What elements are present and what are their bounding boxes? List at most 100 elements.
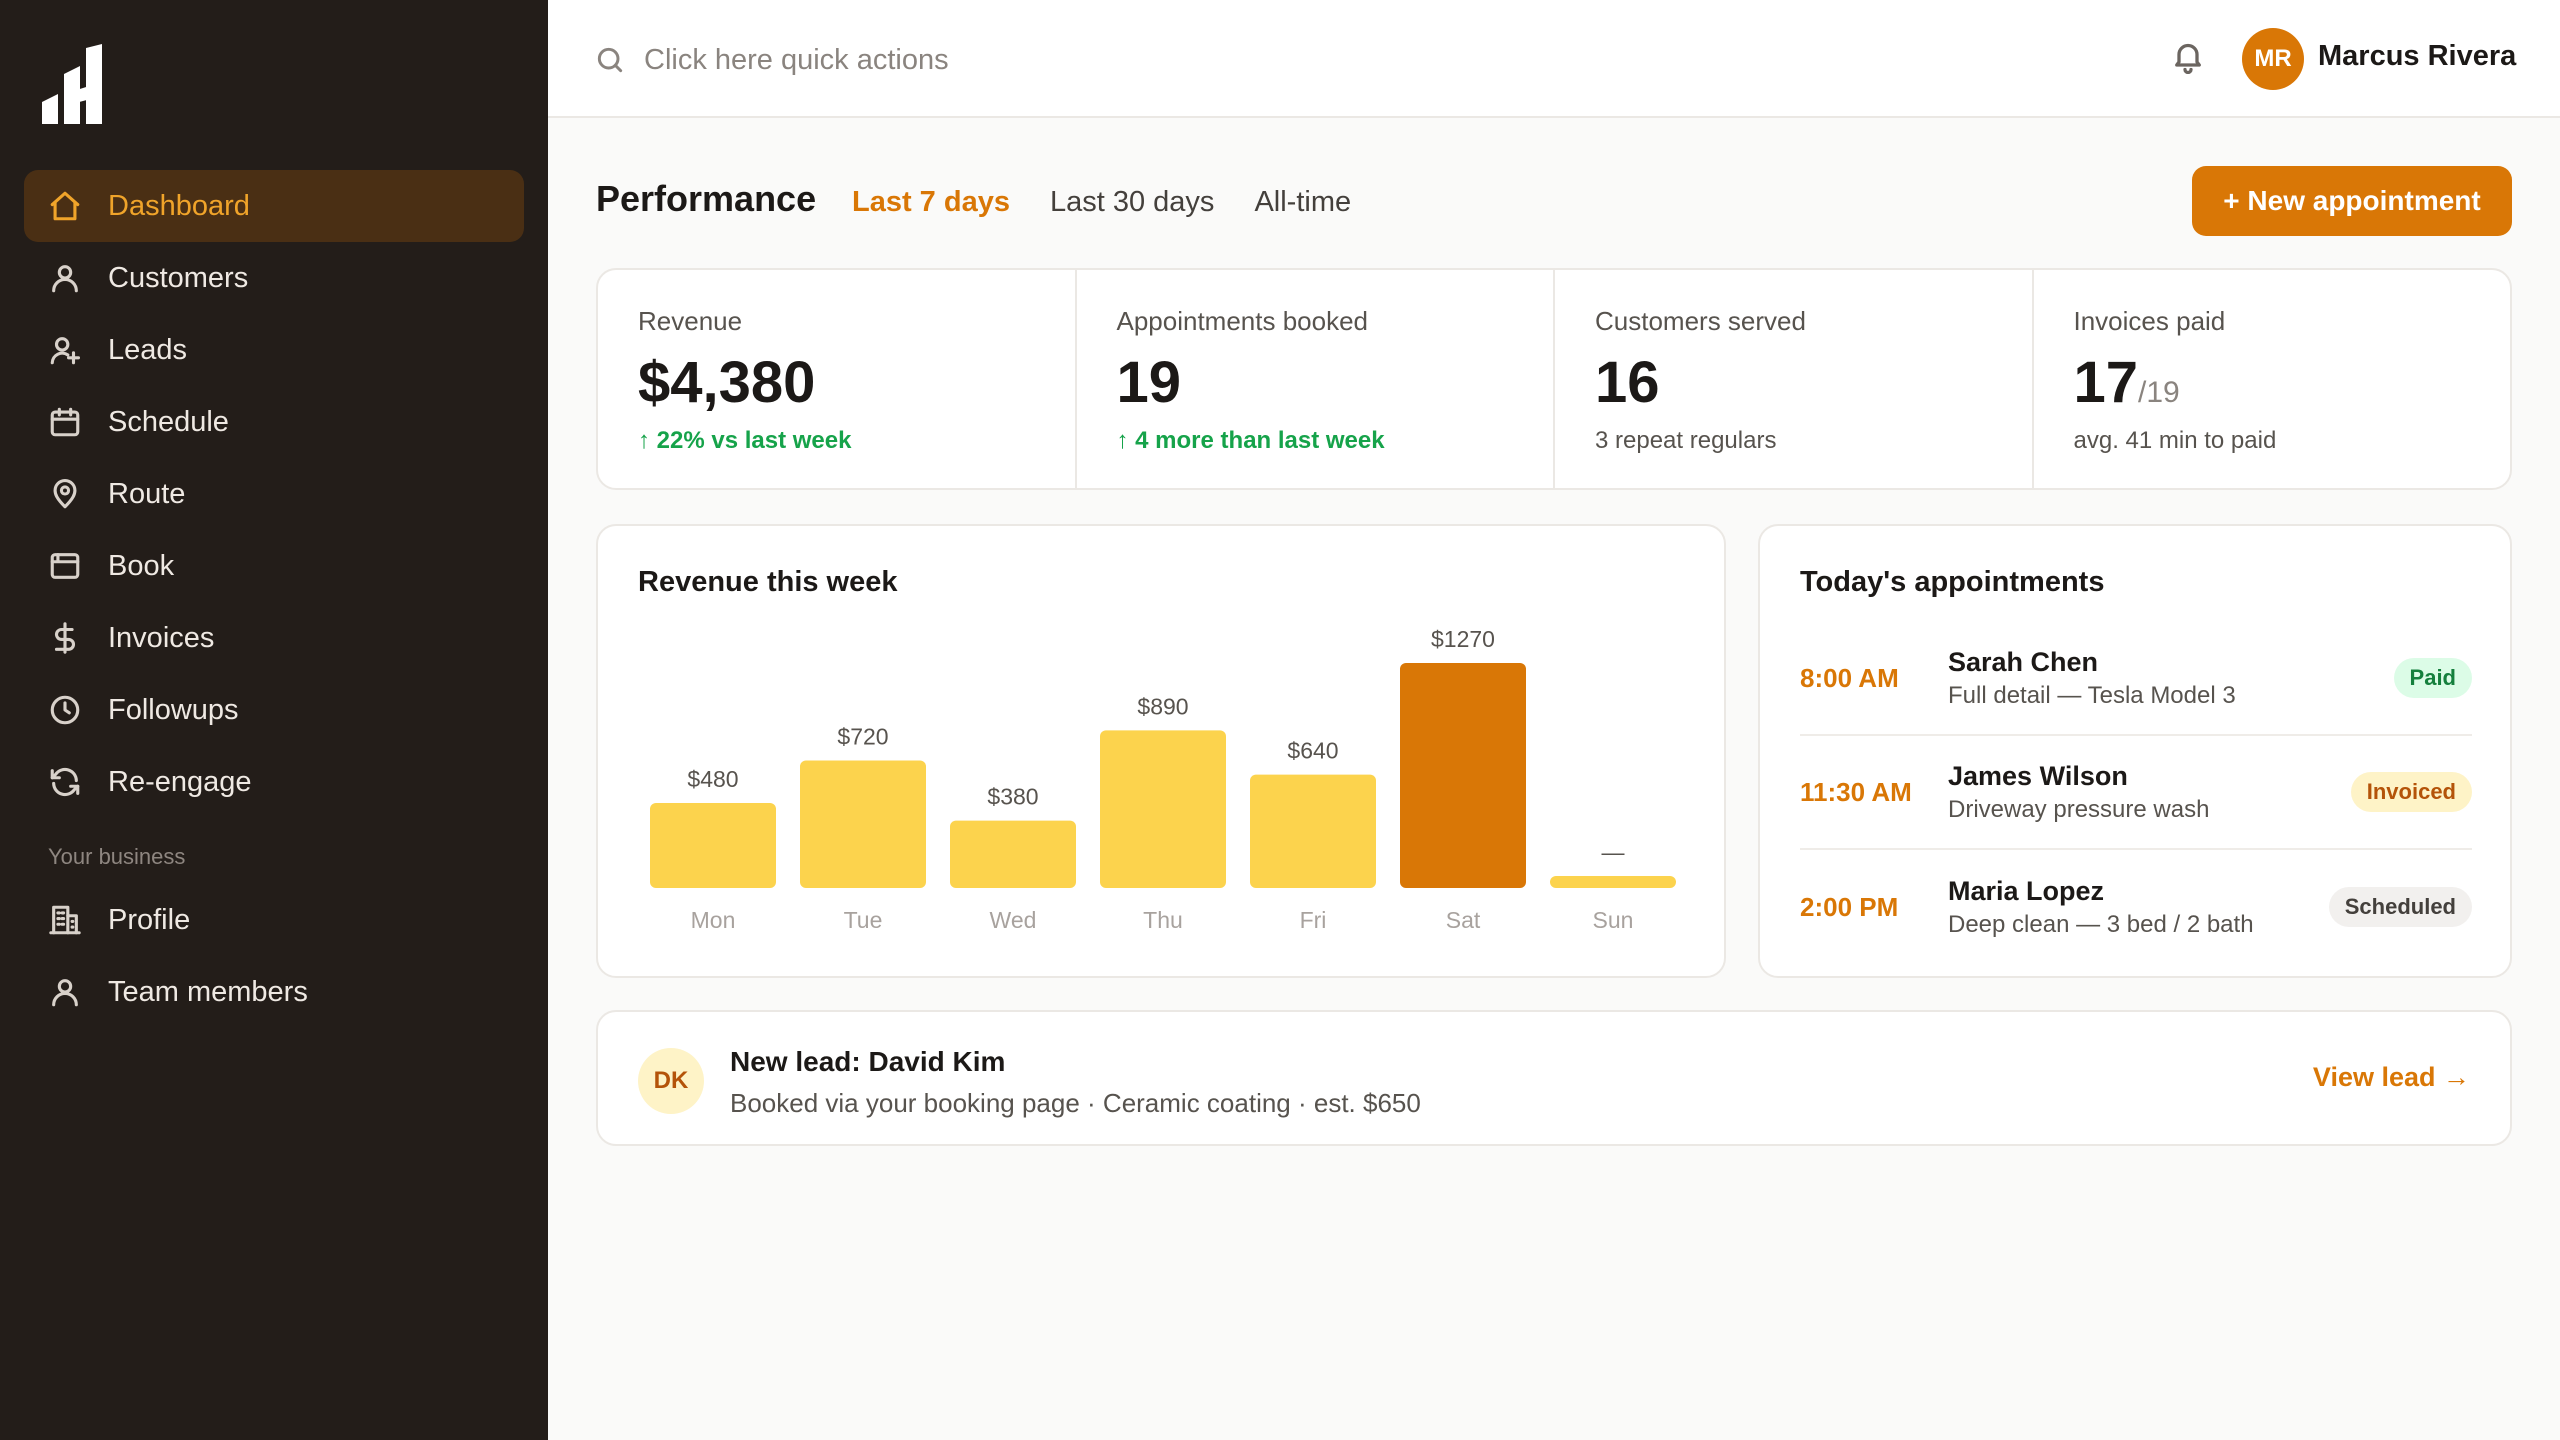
appointment-time: 11:30 AM: [1800, 776, 1912, 807]
stat-value: 19: [1117, 351, 1514, 415]
x-tick-label: Tue: [844, 907, 883, 933]
bar-sat[interactable]: [1400, 663, 1526, 888]
sidebar-item-route[interactable]: Route: [24, 458, 524, 530]
lead-avatar: DK: [638, 1048, 704, 1114]
revenue-chart-card: Revenue this week $480 Mon $720 Tue $380 Wed $…: [596, 524, 1726, 978]
sidebar-item-label: Followups: [108, 693, 239, 726]
bar-value-label: —: [1602, 839, 1625, 865]
user-avatar[interactable]: MR: [2242, 28, 2304, 90]
clock-icon: [24, 693, 108, 727]
quick-actions-search[interactable]: [594, 32, 1344, 88]
app-logo[interactable]: [38, 44, 110, 126]
sidebar-item-label: Dashboard: [108, 189, 250, 222]
search-icon: [597, 47, 623, 73]
bar-value-label: $380: [987, 784, 1038, 810]
sidebar-item-label: Invoices: [108, 621, 215, 654]
tab-all-time[interactable]: All-time: [1254, 186, 1352, 218]
user-name[interactable]: Marcus Rivera: [2318, 40, 2517, 72]
bar-mon[interactable]: [650, 802, 776, 888]
user-icon: [24, 261, 108, 295]
status-badge: Invoiced: [2350, 772, 2472, 812]
refresh-icon: [24, 765, 108, 799]
stat-value: 17/19: [2074, 351, 2471, 415]
bar-sun[interactable]: [1550, 876, 1676, 888]
sidebar-item-customers[interactable]: Customers: [24, 242, 524, 314]
stat-card: Customers served 16 3 repeat regulars: [1555, 270, 2034, 488]
revenue-bar-chart: $480 Mon $720 Tue $380 Wed $890 Thu $640 Fri $1270…: [650, 626, 1676, 933]
sidebar-item-leads[interactable]: Leads: [24, 314, 524, 386]
stat-card: Revenue $4,380 ↑ 22% vs last week: [598, 270, 1077, 488]
sidebar-item-label: Re-engage: [108, 765, 252, 798]
x-tick-label: Sun: [1593, 907, 1634, 933]
sidebar-item-followups[interactable]: Followups: [24, 674, 524, 746]
stat-label: Revenue: [638, 306, 743, 336]
sidebar-item-schedule[interactable]: Schedule: [24, 386, 524, 458]
stat-label: Appointments booked: [1116, 306, 1369, 336]
stat-card: Appointments booked 19 ↑ 4 more than last …: [1077, 270, 1555, 488]
bell-icon: [2175, 43, 2201, 75]
bar-value-label: $480: [687, 766, 738, 792]
bar-wed[interactable]: [950, 820, 1076, 888]
status-badge: Paid: [2393, 658, 2472, 698]
user-plus-icon: [24, 333, 108, 367]
stat-label: Invoices paid: [2073, 306, 2226, 336]
sidebar-item-dashboard[interactable]: Dashboard: [24, 170, 524, 242]
view-lead-link[interactable]: View lead →: [2312, 1062, 2470, 1092]
appointment-customer: Maria Lopez: [1948, 875, 2105, 906]
status-badge: Scheduled: [2328, 887, 2472, 927]
bar-value-label: $640: [1287, 738, 1338, 764]
appointment-service: Deep clean — 3 bed / 2 bath: [1948, 910, 2254, 938]
calendar-icon: [24, 405, 108, 439]
stat-number: 17: [2073, 350, 2139, 415]
bar-tue[interactable]: [800, 760, 926, 888]
notifications-button[interactable]: [2170, 38, 2210, 78]
stat-total: /19: [2138, 376, 2180, 409]
sidebar-item-re-engage[interactable]: Re-engage: [24, 746, 524, 818]
stat-number: 16: [1595, 350, 1660, 415]
tab-last-7-days[interactable]: Last 7 days: [852, 186, 1010, 218]
sidebar-item-invoices[interactable]: Invoices: [24, 602, 524, 674]
sidebar-item-profile[interactable]: Profile: [24, 884, 524, 956]
appointment-row[interactable]: 2:00 PM Maria Lopez Deep clean — 3 bed / 2…: [1800, 850, 2472, 964]
sidebar: Dashboard Customers Leads Schedule Route Book…: [0, 0, 548, 1440]
sidebar-item-book[interactable]: Book: [24, 530, 524, 602]
appointment-customer: Sarah Chen: [1948, 646, 2099, 677]
appointment-info: Maria Lopez Deep clean — 3 bed / 2 bath: [1948, 876, 2329, 939]
appointment-customer: James Wilson: [1948, 760, 2128, 791]
sidebar-nav: Dashboard Customers Leads Schedule Route Book…: [24, 170, 524, 1028]
new-lead-card: DK New lead: David Kim Booked via your b…: [596, 1010, 2512, 1146]
sidebar-item-team-members[interactable]: Team members: [24, 956, 524, 1028]
appointment-info: James Wilson Driveway pressure wash: [1948, 761, 2351, 824]
stats-panel: Revenue $4,380 ↑ 22% vs last week Appointme…: [596, 268, 2512, 490]
sidebar-item-label: Team members: [108, 975, 308, 1008]
sidebar-section-label: Your business: [48, 844, 186, 869]
stat-subtext: ↑ 22% vs last week: [638, 426, 852, 454]
period-tabs: Last 7 days Last 30 days All-time: [852, 186, 1351, 219]
appointment-row[interactable]: 8:00 AM Sarah Chen Full detail — Tesla Mod…: [1800, 622, 2472, 736]
stat-value: 16: [1595, 351, 1992, 415]
search-input[interactable]: [644, 43, 1344, 77]
sidebar-item-label: Schedule: [108, 405, 229, 438]
sidebar-item-label: Leads: [108, 333, 188, 366]
new-appointment-button[interactable]: + New appointment: [2192, 166, 2512, 236]
bar-value-label: $890: [1137, 693, 1188, 719]
bar-fri[interactable]: [1250, 774, 1376, 888]
stat-subtext: avg. 41 min to paid: [2073, 426, 2277, 454]
appointment-row[interactable]: 11:30 AM James Wilson Driveway pressure wa…: [1800, 736, 2472, 850]
lead-title: New lead: David Kim: [730, 1046, 1006, 1077]
stat-subtext: ↑ 4 more than last week: [1116, 426, 1385, 454]
stat-number: 19: [1116, 350, 1182, 415]
appointments-card: Today's appointments 8:00 AM Sarah Chen Fu…: [1758, 524, 2512, 978]
appointment-time: 2:00 PM: [1800, 891, 1899, 922]
bar-value-label: $1270: [1431, 626, 1495, 652]
sidebar-item-label: Profile: [108, 903, 191, 936]
appointment-service: Full detail — Tesla Model 3: [1948, 681, 2236, 709]
tab-last-30-days[interactable]: Last 30 days: [1049, 186, 1215, 218]
appointment-service: Driveway pressure wash: [1948, 795, 2210, 823]
stat-value: $4,380: [638, 351, 1035, 415]
building-icon: [24, 903, 108, 937]
bar-thu[interactable]: [1100, 730, 1226, 888]
stat-card: Invoices paid 17/19 avg. 41 min to paid: [2034, 270, 2511, 488]
bar-value-label: $720: [837, 723, 888, 749]
x-tick-label: Wed: [990, 907, 1037, 933]
